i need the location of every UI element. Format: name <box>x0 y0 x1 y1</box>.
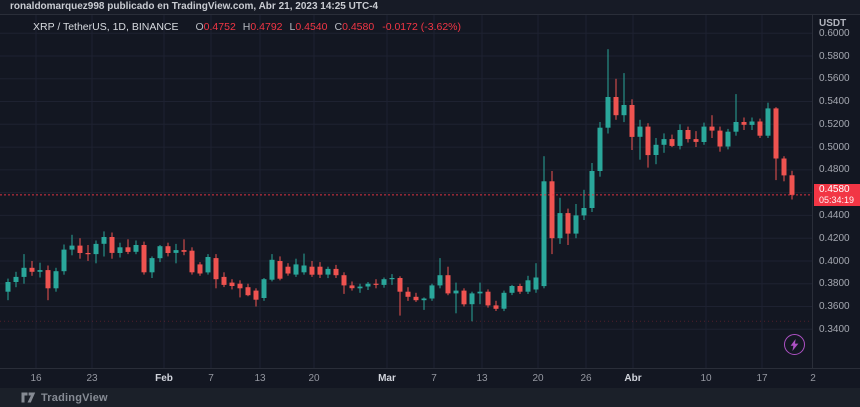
price-tick-label: 0.5400 <box>819 96 850 107</box>
high-value: 0.4792 <box>250 21 283 33</box>
last-price-badge: 0.4580 05:34:19 <box>814 183 860 206</box>
time-tick-label: 20 <box>532 373 544 384</box>
close-label: C <box>334 21 343 33</box>
time-tick-label: 10 <box>700 373 712 384</box>
attribution-text: ronaldomarquez998 publicado en TradingVi… <box>10 1 379 12</box>
time-tick-label: 26 <box>580 373 592 384</box>
time-tick-label: 16 <box>30 373 42 384</box>
price-tick-label: 0.5000 <box>819 141 850 153</box>
candlestick-chart[interactable] <box>0 0 812 368</box>
price-tick-label: 0.6000 <box>819 27 850 39</box>
last-price-value: 0.4580 <box>819 183 850 195</box>
time-tick-label: 2 <box>810 373 816 384</box>
price-tick-label: 0.5600 <box>819 73 850 85</box>
snapshot-footer: TradingView <box>0 388 860 407</box>
time-tick-label: Abr <box>624 373 642 384</box>
open-value: 0.4752 <box>203 21 236 33</box>
lightning-button[interactable] <box>784 334 805 355</box>
time-axis[interactable]: 16 23 Feb 7 13 20 Mar 7 13 20 26 Abr 10 17 2 <box>0 368 860 388</box>
time-tick-label: Mar <box>378 373 396 384</box>
time-tick-label: 17 <box>756 373 768 384</box>
tradingview-logo-icon[interactable] <box>21 391 36 404</box>
price-tick-label: 0.3400 <box>819 323 850 335</box>
low-label: L <box>289 21 296 33</box>
time-tick-label: 23 <box>86 373 98 384</box>
low-value: 0.4540 <box>295 21 328 33</box>
tradingview-brand-text[interactable]: TradingView <box>41 391 108 404</box>
price-tick-label: 0.4400 <box>819 209 850 221</box>
attribution-bar: ronaldomarquez998 publicado en TradingVi… <box>0 0 860 15</box>
time-tick-label: 7 <box>208 373 214 384</box>
symbol-legend[interactable]: XRP / TetherUS, 1D, BINANCE O0.4752 H0.479… <box>33 21 461 35</box>
price-tick-label: 0.4800 <box>819 164 850 176</box>
price-tick-label: 0.4000 <box>819 255 850 267</box>
high-label: H <box>242 21 251 33</box>
change-value: -0.0172 (-3.62%) <box>382 21 461 33</box>
close-value: 0.4580 <box>342 21 375 33</box>
lightning-icon <box>790 338 799 351</box>
price-tick-label: 0.5800 <box>819 50 850 62</box>
time-tick-label: 20 <box>308 373 320 384</box>
symbol-title[interactable]: XRP / TetherUS, 1D, BINANCE <box>33 21 179 33</box>
price-tick-label: 0.3800 <box>819 278 850 290</box>
time-tick-label: 13 <box>254 373 266 384</box>
open-label: O <box>195 21 204 33</box>
time-tick-label: 13 <box>476 373 488 384</box>
price-tick-label: 0.3600 <box>819 301 850 312</box>
price-axis-currency: USDT <box>819 18 847 29</box>
price-tick-label: 0.5200 <box>819 118 850 130</box>
time-tick-label: Feb <box>155 373 173 384</box>
bar-close-countdown: 05:34:19 <box>819 194 855 205</box>
price-axis[interactable]: USDT 0.6000 0.5800 0.5600 0.5400 0.5200 0.500… <box>812 15 860 368</box>
price-tick-label: 0.4200 <box>819 232 850 244</box>
time-tick-label: 7 <box>431 373 437 384</box>
